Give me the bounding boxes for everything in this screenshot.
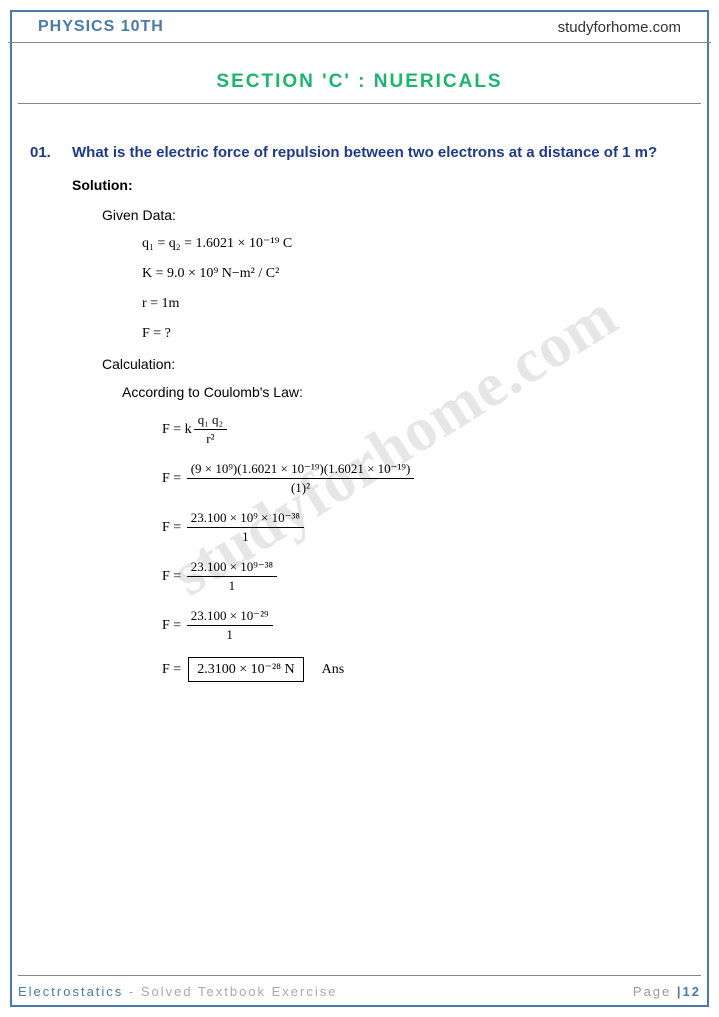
according-label: According to Coulomb's Law:	[122, 384, 689, 400]
denominator: 1	[222, 626, 237, 643]
footer-right: Page |12	[633, 984, 701, 999]
fraction: 23.100 × 10⁻²⁹ 1	[187, 608, 273, 643]
numerator: 23.100 × 10⁹ × 10⁻³⁸	[187, 510, 304, 528]
eq-lhs: F =	[162, 569, 181, 585]
footer-subtitle: - Solved Textbook Exercise	[123, 984, 337, 999]
footer-topic: Electrostatics	[18, 984, 123, 999]
header-subject: PHYSICS 10TH	[38, 18, 164, 36]
denominator: (1)²	[287, 479, 314, 496]
given-q-line: q₁ = q₂ = 1.6021 × 10⁻¹⁹ C	[142, 235, 689, 252]
eq-step-5: F = 23.100 × 10⁻²⁹ 1	[162, 608, 689, 643]
fraction: (9 × 10⁹)(1.6021 × 10⁻¹⁹)(1.6021 × 10⁻¹⁹…	[187, 461, 415, 496]
numerator: 23.100 × 10⁹⁻³⁸	[187, 559, 277, 577]
content-area: 01. What is the electric force of repuls…	[0, 144, 719, 682]
eq-step-2: F = (9 × 10⁹)(1.6021 × 10⁻¹⁹)(1.6021 × 1…	[162, 461, 689, 496]
section-title: SECTION 'C' : NUERICALS	[0, 71, 719, 93]
eq-lhs: F =	[162, 471, 181, 487]
numerator: q₁ q₂	[194, 412, 227, 430]
answer-box: 2.3100 × 10⁻²⁸ N	[188, 657, 303, 682]
page-header: PHYSICS 10TH studyforhome.com	[8, 0, 711, 43]
title-underline	[18, 103, 701, 104]
question-number: 01.	[30, 144, 72, 161]
given-k-line: K = 9.0 × 10⁹ N−m² / C²	[142, 266, 689, 282]
eq-lhs: F =	[162, 662, 181, 678]
eq-step-1: F = k q₁ q₂ r²	[162, 412, 689, 447]
fraction: q₁ q₂ r²	[194, 412, 227, 447]
page-number: 12	[683, 984, 701, 999]
question-text: What is the electric force of repulsion …	[72, 144, 657, 161]
eq-lhs: F =	[162, 520, 181, 536]
fraction: 23.100 × 10⁹⁻³⁸ 1	[187, 559, 277, 594]
given-data-label: Given Data:	[102, 207, 689, 223]
page-label: Page	[633, 984, 677, 999]
eq-step-4: F = 23.100 × 10⁹⁻³⁸ 1	[162, 559, 689, 594]
fraction: 23.100 × 10⁹ × 10⁻³⁸ 1	[187, 510, 304, 545]
numerator: 23.100 × 10⁻²⁹	[187, 608, 273, 626]
denominator: 1	[238, 528, 253, 545]
denominator: r²	[202, 430, 218, 447]
eq-lhs: F =	[162, 618, 181, 634]
calculation-label: Calculation:	[102, 356, 689, 372]
page-footer: Electrostatics - Solved Textbook Exercis…	[18, 975, 701, 999]
given-f-line: F = ?	[142, 326, 689, 342]
ans-label: Ans	[322, 662, 345, 678]
question-row: 01. What is the electric force of repuls…	[30, 144, 689, 161]
numerator: (9 × 10⁹)(1.6021 × 10⁻¹⁹)(1.6021 × 10⁻¹⁹…	[187, 461, 415, 479]
eq-lhs: F = k	[162, 422, 192, 438]
eq-step-final: F = 2.3100 × 10⁻²⁸ N Ans	[162, 657, 689, 682]
eq-step-3: F = 23.100 × 10⁹ × 10⁻³⁸ 1	[162, 510, 689, 545]
given-r-line: r = 1m	[142, 296, 689, 312]
header-site: studyforhome.com	[558, 19, 681, 36]
footer-left: Electrostatics - Solved Textbook Exercis…	[18, 984, 337, 999]
denominator: 1	[225, 577, 240, 594]
solution-label: Solution:	[72, 177, 689, 193]
